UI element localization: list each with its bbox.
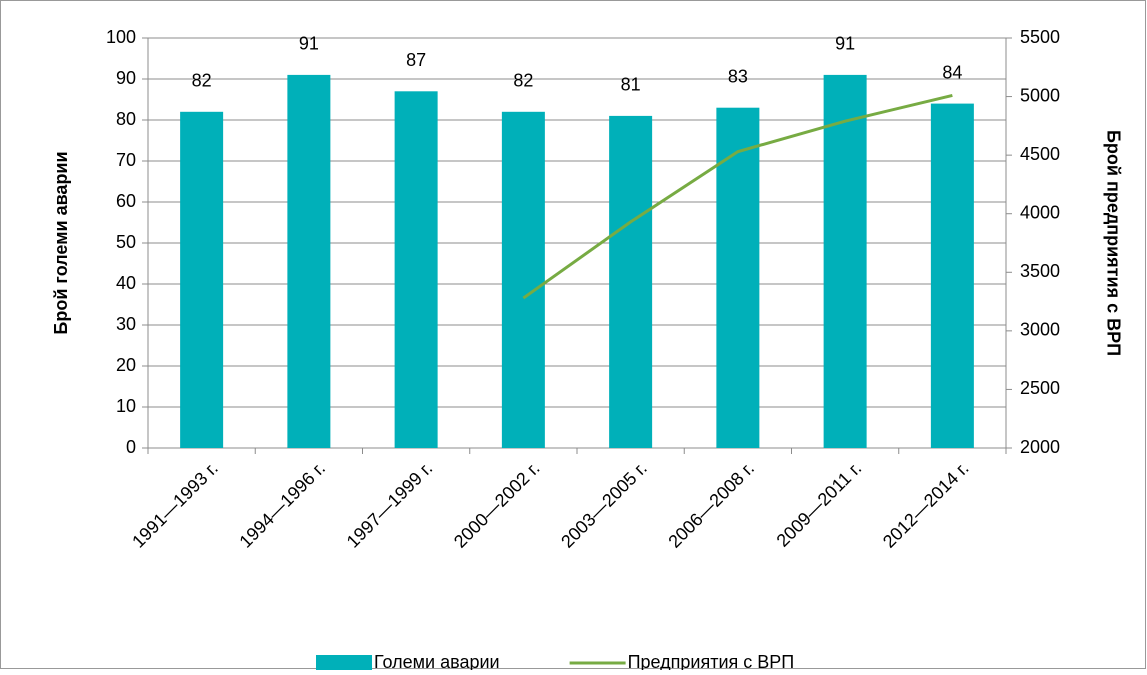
legend-swatch (316, 655, 372, 671)
legend-label: Големи аварии (374, 652, 500, 670)
y-tick-label: 70 (116, 150, 136, 170)
data-label: 87 (406, 50, 426, 70)
y2-tick-label: 5000 (1020, 85, 1060, 105)
y-tick-label: 50 (116, 232, 136, 252)
bar (287, 74, 331, 449)
data-label: 83 (728, 66, 748, 86)
y-tick-label: 10 (116, 396, 136, 416)
y-tick-label: 20 (116, 355, 136, 375)
y2-tick-label: 5500 (1020, 27, 1060, 47)
line (522, 93, 953, 300)
bar (930, 103, 974, 448)
data-label: 81 (621, 75, 641, 95)
y2-tick-label: 3500 (1020, 261, 1060, 281)
bar (501, 111, 545, 449)
y-tick-label: 60 (116, 191, 136, 211)
bar (394, 91, 438, 449)
y-axis-title: Брой големи аварии (51, 151, 71, 334)
y2-axis-title: Брой предприятия с ВРП (1103, 130, 1123, 356)
data-label: 91 (835, 34, 855, 54)
y-tick-label: 80 (116, 109, 136, 129)
data-label: 84 (942, 62, 962, 82)
y2-tick-label: 4500 (1020, 144, 1060, 164)
legend-label: Предприятия с ВРП (628, 652, 795, 670)
y2-tick-label: 2000 (1020, 437, 1060, 457)
y-tick-label: 100 (106, 27, 136, 47)
y-tick-label: 0 (126, 437, 136, 457)
y2-tick-label: 3000 (1020, 320, 1060, 340)
y-tick-label: 30 (116, 314, 136, 334)
data-label: 82 (192, 71, 212, 91)
y2-tick-label: 2500 (1020, 378, 1060, 398)
bar (823, 74, 867, 449)
y-tick-label: 90 (116, 68, 136, 88)
bar (609, 115, 653, 449)
data-label: 82 (513, 71, 533, 91)
data-label: 91 (299, 34, 319, 54)
bar (716, 107, 760, 448)
bar (180, 111, 224, 449)
y2-tick-label: 4000 (1020, 202, 1060, 222)
y-tick-label: 40 (116, 273, 136, 293)
